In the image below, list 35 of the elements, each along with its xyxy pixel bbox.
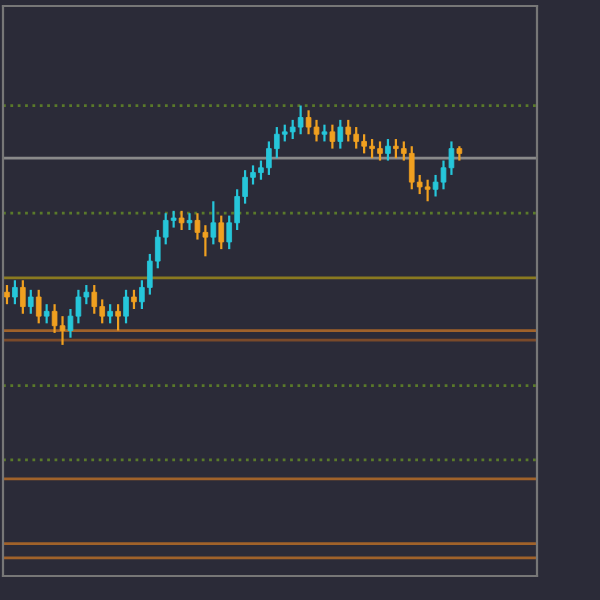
candlestick (99, 298, 106, 325)
candlestick (305, 109, 312, 136)
candlestick (218, 214, 225, 251)
candlestick (266, 140, 272, 177)
candlestick (4, 283, 10, 306)
candlestick (210, 200, 217, 246)
candlestick (369, 137, 375, 160)
candlestick (289, 118, 296, 141)
candlestick (393, 137, 399, 160)
candlestick (313, 118, 320, 143)
candlestick (385, 137, 391, 162)
candlestick (353, 125, 359, 150)
candlestick (131, 288, 137, 311)
candlestick (337, 118, 344, 150)
candlestick (178, 209, 185, 232)
candlestick (297, 104, 304, 136)
candlestick (91, 283, 98, 315)
candlestick (345, 118, 352, 143)
candlestick (12, 279, 18, 306)
candlestick (274, 125, 280, 160)
candlestick (27, 288, 34, 315)
candlestick (329, 123, 336, 150)
candlestick (20, 279, 26, 315)
candlestick (424, 178, 431, 203)
candlestick (43, 303, 50, 325)
candlestick (115, 303, 121, 332)
candlestick (107, 303, 113, 325)
candlestick (377, 140, 383, 162)
candlestick (35, 288, 42, 325)
candlestick (321, 123, 328, 143)
candlestick (186, 212, 193, 232)
candlestick (194, 212, 201, 241)
candlestick (408, 145, 415, 191)
candlestick (361, 133, 367, 155)
candlestick (123, 288, 129, 325)
